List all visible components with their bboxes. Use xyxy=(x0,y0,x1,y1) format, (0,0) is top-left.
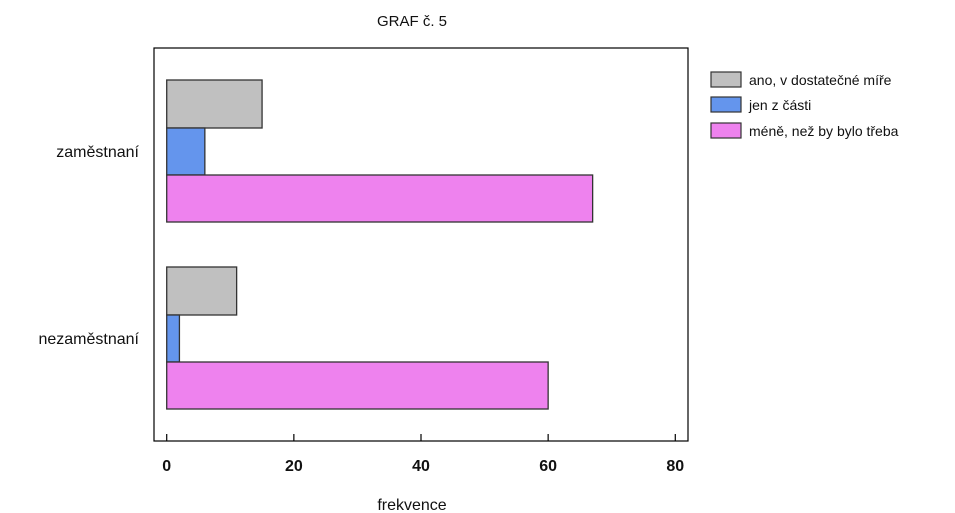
x-tick-label-60: 60 xyxy=(539,458,557,475)
bar-nezamestnani-jen-z-casti xyxy=(166,314,181,363)
x-axis: 0 20 40 60 80 xyxy=(162,434,684,475)
bar-zamestnani-jen-z-casti xyxy=(166,127,206,176)
x-tick-label-80: 80 xyxy=(666,458,684,475)
category-label-zamestnani: zaměstnaní xyxy=(56,144,139,161)
chart-title: GRAF č. 5 xyxy=(377,13,447,30)
bar-zamestnani-mene-nez-by-bylo-treba xyxy=(166,174,594,223)
x-tick-label-40: 40 xyxy=(412,458,430,475)
bar-zamestnani-ano-v-dostatecne-mire xyxy=(166,79,263,129)
legend-label-mene-nez-by-bylo-treba: méně, než by bylo třeba xyxy=(749,123,899,139)
category-label-nezamestnani: nezaměstnaní xyxy=(38,331,139,348)
legend-swatch-jen-z-casti xyxy=(710,96,742,113)
bars-group xyxy=(166,79,594,410)
x-tick-label-0: 0 xyxy=(162,458,171,475)
bar-nezamestnani-ano-v-dostatecne-mire xyxy=(166,266,238,316)
legend: ano, v dostatečné míře jen z části méně, n… xyxy=(710,71,899,139)
legend-swatch-mene-nez-by-bylo-treba xyxy=(710,122,742,139)
legend-label-ano-v-dostatecne-mire: ano, v dostatečné míře xyxy=(749,72,892,88)
category-labels: zaměstnaní nezaměstnaní xyxy=(38,144,139,348)
legend-swatch-ano-v-dostatecne-mire xyxy=(710,71,742,88)
legend-label-jen-z-casti: jen z části xyxy=(748,97,811,113)
x-axis-label: frekvence xyxy=(377,497,446,513)
x-tick-label-20: 20 xyxy=(285,458,303,475)
bar-nezamestnani-mene-nez-by-bylo-treba xyxy=(166,361,549,410)
